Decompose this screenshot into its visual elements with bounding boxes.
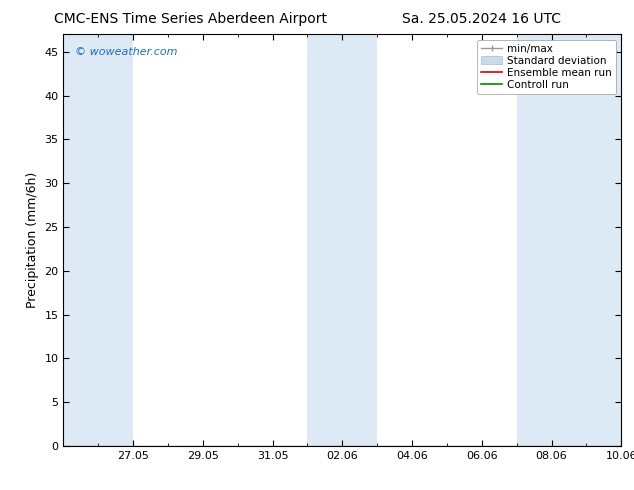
- Bar: [517, 34, 621, 446]
- Bar: [63, 34, 133, 446]
- Y-axis label: Precipitation (mm/6h): Precipitation (mm/6h): [26, 172, 39, 308]
- Text: CMC-ENS Time Series Aberdeen Airport: CMC-ENS Time Series Aberdeen Airport: [54, 12, 327, 26]
- Bar: [307, 34, 377, 446]
- Legend: min/max, Standard deviation, Ensemble mean run, Controll run: min/max, Standard deviation, Ensemble me…: [477, 40, 616, 94]
- Title: CMC-ENS Time Series Aberdeen Airport      Sa. 25.05.2024 16 UTC: CMC-ENS Time Series Aberdeen Airport Sa.…: [0, 489, 1, 490]
- Text: Sa. 25.05.2024 16 UTC: Sa. 25.05.2024 16 UTC: [403, 12, 561, 26]
- Text: © woweather.com: © woweather.com: [75, 47, 177, 57]
